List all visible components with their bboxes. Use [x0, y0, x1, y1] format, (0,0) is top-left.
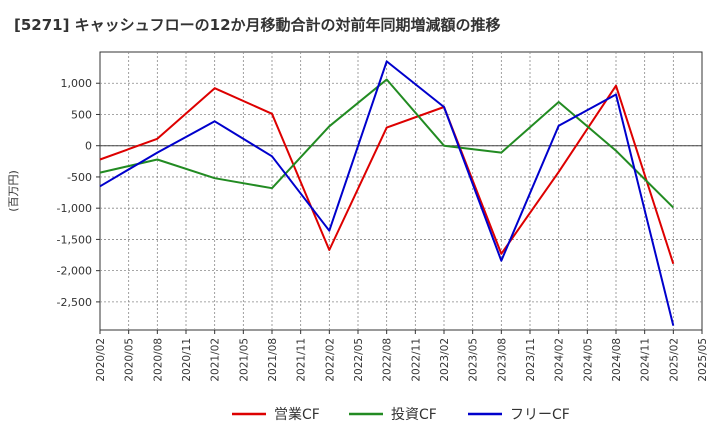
x-tick-label: 2025/02 — [668, 338, 680, 382]
y-axis-label: (百万円) — [7, 170, 20, 212]
legend: 営業CF 投資CF フリーCF — [232, 407, 570, 423]
x-tick-label: 2023/11 — [525, 338, 537, 382]
x-tick-label: 2024/11 — [640, 338, 652, 382]
x-tick-label: 2022/05 — [353, 338, 365, 382]
y-tick-label: -500 — [67, 171, 92, 184]
x-axis-ticks: 2020/02 2020/05 2020/08 2020/11 2021/02 2021/… — [95, 330, 709, 382]
x-tick-label: 2020/05 — [124, 338, 136, 382]
x-tick-label: 2024/02 — [554, 338, 566, 382]
x-tick-label: 2022/02 — [324, 338, 336, 382]
y-tick-label: -1,000 — [57, 202, 92, 215]
y-tick-label: 500 — [71, 108, 92, 121]
x-tick-label: 2020/02 — [95, 338, 107, 382]
x-tick-label: 2025/05 — [697, 338, 709, 382]
legend-label: 営業CF — [274, 407, 320, 423]
x-tick-label: 2024/08 — [611, 338, 623, 382]
x-tick-label: 2023/05 — [468, 338, 480, 382]
y-tick-label: -2,500 — [57, 296, 92, 309]
x-tick-label: 2020/11 — [181, 338, 193, 382]
x-tick-label: 2024/05 — [582, 338, 594, 382]
series-line — [99, 78, 675, 209]
series-line — [99, 60, 675, 326]
plot-area — [99, 51, 703, 331]
legend-label: 投資CF — [391, 407, 437, 423]
y-tick-label: -2,000 — [57, 265, 92, 278]
x-tick-label: 2021/02 — [210, 338, 222, 382]
x-tick-label: 2020/08 — [152, 338, 164, 382]
x-tick-label: 2023/08 — [496, 338, 508, 382]
x-tick-label: 2021/11 — [296, 338, 308, 382]
series-line — [99, 84, 675, 265]
legend-label: フリーCF — [510, 407, 570, 423]
series-lines — [99, 60, 675, 326]
x-tick-label: 2021/08 — [267, 338, 279, 382]
x-tick-label: 2022/11 — [410, 338, 422, 382]
y-tick-label: 0 — [85, 140, 92, 153]
x-tick-label: 2021/05 — [238, 338, 250, 382]
x-tick-label: 2023/02 — [439, 338, 451, 382]
y-tick-label: 1,000 — [61, 77, 93, 90]
y-axis-ticks: 1,000 500 0 -500 -1,000 -1,500 -2,000 -2,500 — [57, 77, 100, 309]
chart-title: [5271] キャッシュフローの12か月移動合計の対前年同期増減額の推移 — [14, 16, 501, 34]
grid-lines — [100, 52, 702, 330]
y-tick-label: -1,500 — [57, 233, 92, 246]
x-tick-label: 2022/08 — [382, 338, 394, 382]
